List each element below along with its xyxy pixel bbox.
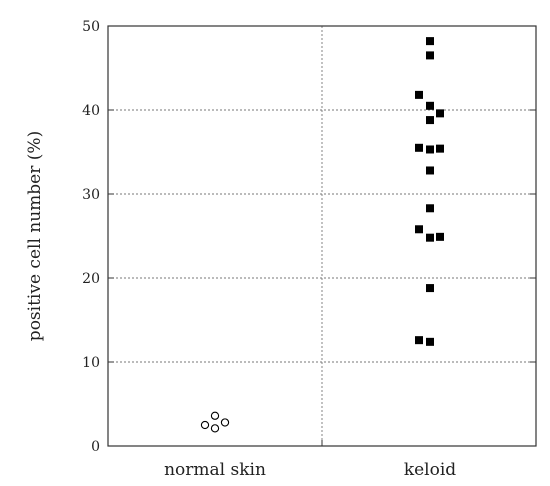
keloid-point	[426, 116, 434, 125]
keloid-point	[426, 37, 434, 46]
y-tick-label: 20	[82, 271, 100, 287]
normal-skin-point	[200, 420, 210, 430]
x-category-label: normal skin	[164, 460, 266, 480]
keloid-point	[415, 90, 423, 99]
keloid-point	[436, 232, 444, 241]
normal-skin-point	[210, 411, 220, 420]
y-tick-label: 40	[82, 103, 100, 119]
y-tick-label: 50	[82, 19, 100, 35]
keloid-point	[426, 145, 434, 154]
y-tick-label: 10	[82, 355, 100, 371]
x-category-label: keloid	[404, 460, 456, 480]
keloid-point	[426, 101, 434, 110]
keloid-point	[426, 233, 434, 242]
keloid-point	[426, 166, 434, 175]
keloid-point	[436, 144, 444, 153]
keloid-point	[415, 225, 423, 234]
y-tick-label: 0	[91, 439, 100, 455]
keloid-point	[436, 109, 444, 118]
keloid-point	[426, 51, 434, 60]
keloid-point	[426, 284, 434, 293]
x-axis-category-labels: normal skin keloid	[164, 440, 456, 480]
keloid-point	[426, 337, 434, 346]
y-axis-title: positive cell number (%)	[25, 131, 45, 341]
y-axis-ticks: 0 10 20 30 40 50	[82, 19, 536, 455]
y-tick-label: 30	[82, 187, 100, 203]
keloid-point	[426, 204, 434, 213]
normal-skin-point	[210, 424, 220, 433]
normal-skin-point	[220, 418, 230, 427]
keloid-point	[415, 143, 423, 152]
data-points	[200, 37, 444, 433]
keloid-point	[415, 336, 423, 345]
